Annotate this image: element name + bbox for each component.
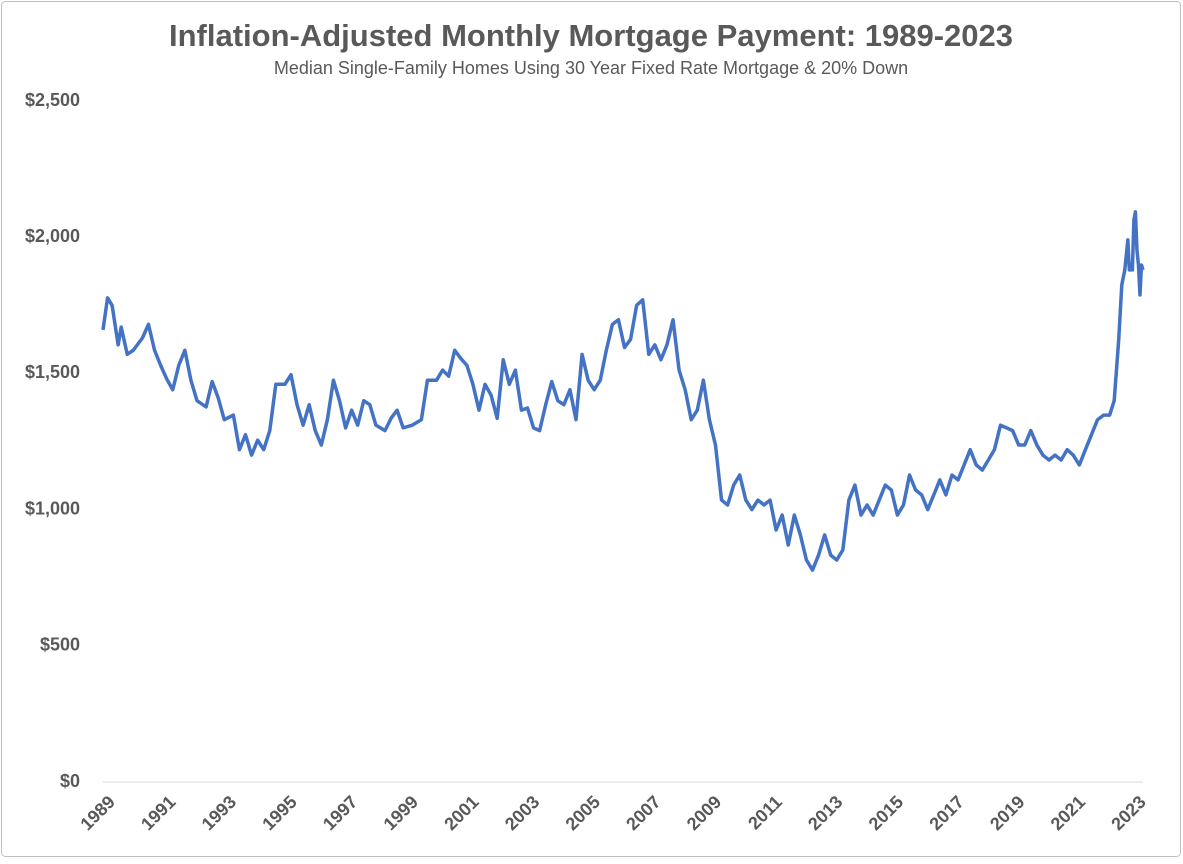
chart-subtitle: Median Single-Family Homes Using 30 Year…	[274, 58, 908, 78]
y-tick-label: $0	[60, 771, 80, 791]
y-tick-label: $2,500	[25, 90, 80, 110]
y-tick-label: $1,500	[25, 362, 80, 382]
chart-title: Inflation-Adjusted Monthly Mortgage Paym…	[169, 18, 1013, 53]
y-tick-label: $2,000	[25, 226, 80, 246]
data-line	[101, 210, 1145, 572]
y-tick-label: $1,000	[25, 498, 80, 518]
y-tick-label: $500	[40, 635, 80, 655]
